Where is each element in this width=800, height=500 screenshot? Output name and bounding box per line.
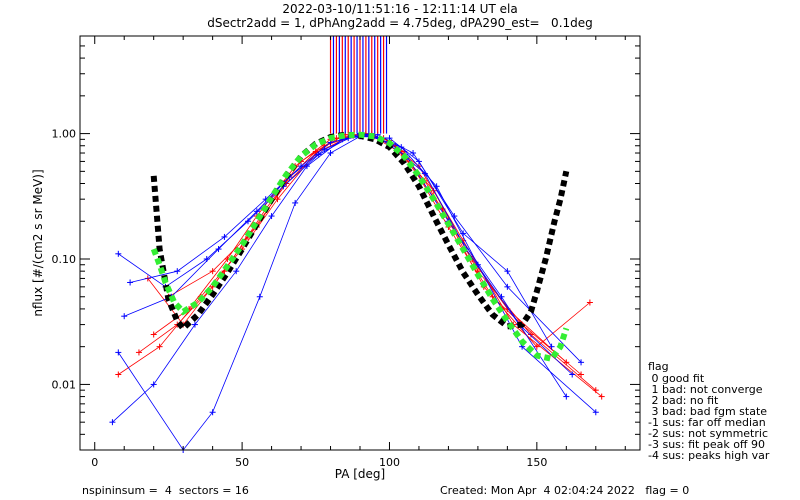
data-point-marker [174, 268, 181, 275]
fit-curve [150, 131, 570, 363]
plot-data-layer [109, 36, 605, 453]
data-point-marker [209, 268, 216, 275]
data-point-marker [598, 393, 605, 400]
data-point-marker [563, 393, 570, 400]
data-point-marker [209, 409, 216, 416]
data-point-marker [578, 359, 585, 366]
data-point-marker [274, 196, 281, 203]
data-point-marker [460, 230, 467, 237]
x-tick-label: 0 [91, 456, 98, 469]
data-point-marker [327, 150, 334, 157]
data-point-marker [191, 321, 198, 328]
data-point-marker [498, 293, 505, 300]
data-point-marker [221, 233, 228, 240]
data-point-marker [504, 283, 511, 290]
footer-left: nspininsum = 4 sectors = 16 [82, 484, 249, 497]
data-point-marker [150, 381, 157, 388]
legend-item: 0 good fit [648, 372, 705, 385]
legend-item: 2 bad: no fit [648, 394, 719, 407]
legend-item: -4 sus: peaks high var [648, 449, 770, 462]
y-tick-label: 0.01 [52, 378, 77, 391]
data-point-marker [256, 293, 263, 300]
data-point-marker [156, 343, 163, 350]
footer-right: Created: Mon Apr 4 02:04:24 2022 flag = … [440, 484, 690, 497]
data-point-marker [268, 213, 275, 220]
x-tick-label: 150 [526, 456, 547, 469]
series-line [124, 133, 573, 375]
data-point-marker [115, 371, 122, 378]
data-point-marker [121, 313, 128, 320]
data-point-marker [586, 299, 593, 306]
series-line [117, 135, 552, 451]
chart-title-line-2: dSectr2add = 1, dPhAng2add = 4.75deg, dP… [207, 16, 593, 30]
chart-title-line-1: 2022-03-10/11:51:16 - 12:11:14 UT ela [282, 2, 518, 16]
data-point-marker [135, 349, 142, 356]
y-tick-label: 0.10 [52, 253, 77, 266]
legend-item: -2 sus: not symmetric [648, 427, 768, 440]
data-point-marker [303, 163, 310, 170]
series-line [138, 133, 567, 363]
data-point-marker [109, 419, 116, 426]
data-point-marker [578, 371, 585, 378]
series-line [130, 133, 597, 413]
data-point-marker [127, 279, 134, 286]
legend-title: flag [648, 360, 669, 373]
legend-item: -1 sus: far off median [648, 416, 766, 429]
series-line [112, 133, 567, 423]
fit-curve [150, 131, 570, 333]
legend-item: 1 bad: not converge [648, 383, 763, 396]
axes-layer: 0 50 100 150 0.01 0.10 1.00 [52, 35, 640, 469]
y-tick-label: 1.00 [52, 128, 77, 141]
data-point-marker [233, 268, 240, 275]
data-point-marker [504, 268, 511, 275]
data-point-marker [215, 246, 222, 253]
data-point-marker [253, 208, 260, 215]
series-line [147, 135, 591, 348]
legend-item: -3 sus: fit peak off 90 [648, 438, 765, 451]
data-point-marker [527, 331, 534, 338]
y-axis-label: nflux [#/(cm2 s sr MeV)] [31, 169, 45, 317]
legend-item: 3 bad: bad fgm state [648, 405, 768, 418]
data-point-marker [410, 150, 417, 157]
data-point-marker [115, 250, 122, 257]
data-point-marker [415, 158, 422, 165]
series-line [118, 134, 602, 397]
data-point-marker [533, 343, 540, 350]
data-point-marker [245, 218, 251, 225]
data-point-marker [474, 261, 481, 268]
x-tick-label: 100 [379, 456, 400, 469]
data-point-marker [592, 409, 599, 416]
x-tick-label: 50 [235, 456, 249, 469]
x-axis-label: PA [deg] [334, 467, 386, 481]
data-point-marker [115, 349, 122, 356]
data-point-marker [292, 199, 299, 206]
data-point-marker [298, 163, 305, 170]
data-point-marker [150, 331, 157, 338]
data-point-marker [315, 151, 322, 158]
data-point-marker [563, 359, 570, 366]
data-point-marker [548, 343, 555, 350]
data-point-marker [569, 371, 576, 378]
